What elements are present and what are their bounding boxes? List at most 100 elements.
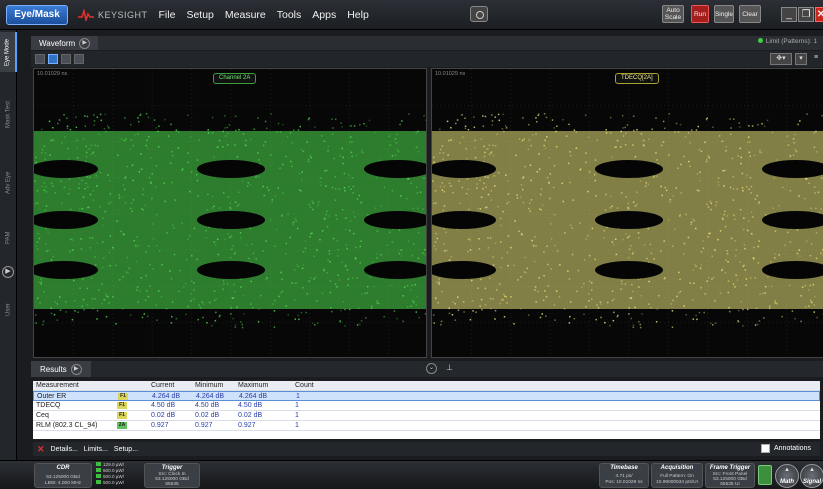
menu-help[interactable]: Help <box>347 8 369 21</box>
eye-diagram-green <box>34 69 426 357</box>
close-icon[interactable]: ✕ <box>815 7 823 22</box>
menu-apps[interactable]: Apps <box>312 8 337 21</box>
trigger-src: Src: Clock In <box>158 472 186 477</box>
pin-icon[interactable]: ⊥ <box>446 363 453 372</box>
col-count[interactable]: Count <box>295 382 314 389</box>
side-tab-user[interactable]: User <box>5 303 12 316</box>
eye-diagram-yellow <box>432 69 823 357</box>
clear-button[interactable]: Clear <box>739 5 761 23</box>
status-dot-icon <box>757 38 763 43</box>
layout-stack-icon[interactable] <box>61 54 71 64</box>
tab-results-label: Results <box>40 364 67 374</box>
menu-tools[interactable]: Tools <box>276 8 302 21</box>
setup-button[interactable]: Setup... <box>113 445 139 453</box>
value-maximum: 0.927 <box>238 422 256 429</box>
value-count: 1 <box>295 422 299 429</box>
results-actions: ✕ Details... Limits... Setup... Annotati… <box>33 442 820 456</box>
table-row[interactable]: RLM (802.3 CL_94) 2A 0.927 0.927 0.927 1 <box>33 421 820 431</box>
tab-arrow-icon[interactable]: ▶ <box>79 37 91 49</box>
limit-status: Limit (Patterns): 1 <box>757 38 817 45</box>
acquisition-title: Acquisition <box>660 465 694 471</box>
math-button[interactable]: Math <box>775 464 799 488</box>
trigger-title: Trigger <box>161 465 183 471</box>
value-minimum: 4.50 dB <box>195 402 220 409</box>
frame-trigger-block[interactable]: Frame Trigger Src: Front Panel 53.125000… <box>705 463 755 488</box>
menu-file[interactable]: File <box>158 8 176 21</box>
restore-icon[interactable]: ❐ <box>798 7 814 22</box>
frame-src: Src: Front Panel <box>712 472 748 477</box>
col-minimum[interactable]: Minimum <box>195 382 224 389</box>
limits-button[interactable]: Limits... <box>83 445 108 453</box>
tab-waveform[interactable]: Waveform ▶ <box>31 36 99 50</box>
collapse-icon[interactable]: ⌄ <box>426 363 437 374</box>
pattern-scale-row: 500.0 µW/ <box>96 480 124 486</box>
value-current: 0.927 <box>151 422 169 429</box>
tab-results[interactable]: Results ▶ <box>31 361 91 377</box>
source-badge: F1 <box>117 412 127 419</box>
annotations-checkbox[interactable] <box>761 444 770 453</box>
side-tab-mask-test[interactable]: Mask Test <box>5 101 12 129</box>
layout-grid-icon[interactable] <box>74 54 84 64</box>
cdr-title: CDR <box>56 465 70 471</box>
signal-button[interactable]: Signal <box>800 464 823 488</box>
table-row[interactable]: Outer ER F1 4.264 dB 4.264 dB 4.264 dB 1 <box>33 391 820 401</box>
dropdown-icon[interactable]: ▾ <box>795 53 807 65</box>
timebase-pos: Pos: 10.01029 ns <box>605 480 643 485</box>
keysight-wave-icon <box>78 8 94 21</box>
measurement-name: Ceq <box>36 412 49 419</box>
delete-measurement-icon[interactable]: ✕ <box>37 443 45 454</box>
measurement-name: TDECQ <box>36 402 61 409</box>
layout-split-icon[interactable] <box>48 54 58 64</box>
lock-icon[interactable] <box>758 465 772 485</box>
value-current: 4.50 dB <box>151 402 176 409</box>
value-maximum: 4.264 dB <box>239 393 268 400</box>
trigger-rate: 53.125000 GBd <box>155 477 189 482</box>
timebase-title: Timebase <box>610 465 638 471</box>
limit-status-text: Limit (Patterns): 1 <box>765 38 817 45</box>
pattern-scale-row: 500.0 µW/ <box>96 468 124 474</box>
timebase-block[interactable]: Timebase 4.71 ps/ Pos: 10.01029 ns <box>599 463 649 488</box>
side-tab-eye-mode[interactable]: Eye Mode <box>0 32 17 72</box>
screenshot-camera-icon[interactable] <box>470 6 488 22</box>
frame-trigger-title: Frame Trigger <box>709 465 751 471</box>
table-row[interactable]: TDECQ F1 4.50 dB 4.50 dB 4.50 dB 1 <box>33 401 820 411</box>
value-minimum: 4.264 dB <box>196 393 225 400</box>
menu-measure[interactable]: Measure <box>224 8 266 21</box>
status-bar: CDR 53.125000 GBd LBW: 4.000 MHz 129.0 µ… <box>0 460 823 489</box>
table-header: Measurement Current Minimum Maximum Coun… <box>33 381 820 391</box>
annotations-toggle[interactable]: Annotations <box>761 444 811 453</box>
side-tab-pam[interactable]: PAM <box>5 231 12 244</box>
cdr-lbw: LBW: 4.000 MHz <box>44 481 82 486</box>
layout-single-icon[interactable] <box>35 54 45 64</box>
side-tab-adv-eye[interactable]: Adv Eye <box>5 171 12 194</box>
table-row[interactable]: Ceq F1 0.02 dB 0.02 dB 0.02 dB 1 <box>33 411 820 421</box>
channel-label: TDECQ[2A] <box>615 73 659 84</box>
acquisition-block[interactable]: Acquisition Full Pattern: On 10.99000534… <box>651 463 703 488</box>
col-current[interactable]: Current <box>151 382 175 389</box>
side-expand-icon[interactable]: ▶ <box>2 266 14 278</box>
minimize-icon[interactable]: _ <box>781 7 797 22</box>
eye-panel-channel-2a[interactable]: 10.01029 ns Channel 2A <box>33 68 427 358</box>
pattern-scales: 129.0 µW/ 500.0 µW/ 500.0 µW/ 500.0 µW/ <box>96 462 124 486</box>
measurement-name: RLM (802.3 CL_94) <box>36 422 98 429</box>
menu-setup[interactable]: Setup <box>186 8 214 21</box>
cdr-block[interactable]: CDR 53.125000 GBd LBW: 4.000 MHz <box>34 463 92 488</box>
brand-text: KEYSIGHT <box>98 9 148 20</box>
col-measurement[interactable]: Measurement <box>36 382 79 389</box>
trigger-block[interactable]: Trigger Src: Clock In 53.125000 GBd 6553… <box>144 463 200 488</box>
col-maximum[interactable]: Maximum <box>238 382 269 389</box>
pattern-scale-row: 129.0 µW/ <box>96 462 124 468</box>
tab-arrow-icon[interactable]: ▶ <box>70 363 82 375</box>
single-button[interactable]: Single <box>714 5 734 23</box>
zoom-tool-icon[interactable]: ✥▾ <box>770 53 792 65</box>
details-button[interactable]: Details... <box>50 445 78 453</box>
eye-panel-tdecq[interactable]: 10.01029 ns TDECQ[2A] <box>431 68 823 358</box>
panel-time-label: 10.01029 ns <box>435 71 466 77</box>
eye-mask-mode-button[interactable]: Eye/Mask <box>6 4 68 25</box>
source-badge: F1 <box>117 402 127 409</box>
menu-lines-icon[interactable]: ≡ <box>813 54 819 61</box>
keysight-logo: KEYSIGHT <box>78 8 148 21</box>
run-stop-button[interactable]: Run <box>691 5 709 23</box>
autoscale-button[interactable]: Auto Scale <box>662 5 684 23</box>
